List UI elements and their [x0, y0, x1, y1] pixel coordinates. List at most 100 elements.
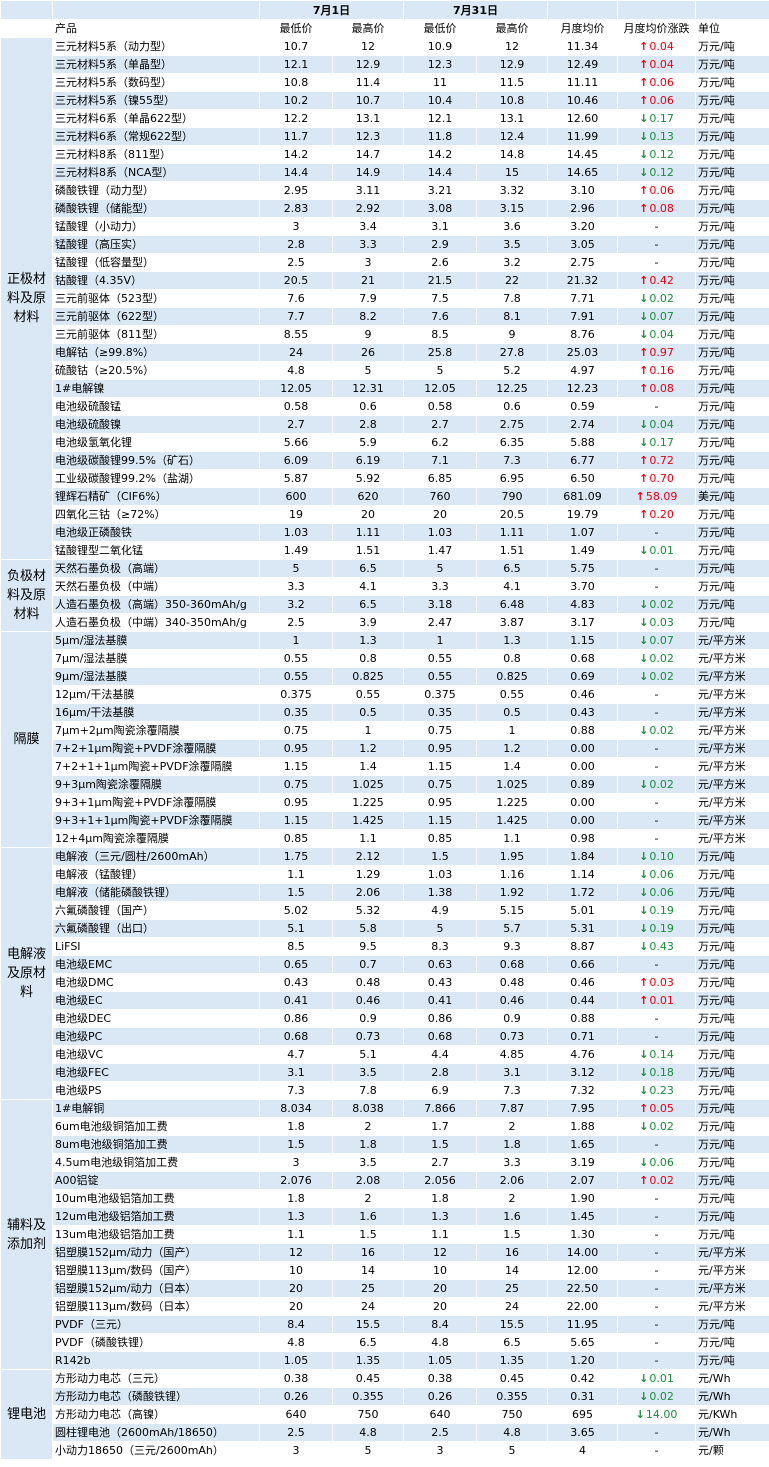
monthly-change: ↓0.17 [617, 433, 696, 452]
unit: 万元/吨 [695, 343, 769, 362]
change-value: 0.03 [649, 616, 674, 629]
arrow-down-icon: ↓ [639, 1372, 649, 1385]
max-price-1: 21 [332, 271, 404, 290]
change-value: - [654, 1264, 659, 1277]
max-price-1: 0.5 [332, 703, 404, 722]
min-price-1: 1 [259, 631, 333, 650]
min-price-2: 1.03 [403, 865, 477, 884]
change-value: 0.06 [649, 1156, 674, 1169]
arrow-down-icon: ↓ [639, 616, 649, 629]
arrow-up-icon: ↑ [639, 382, 649, 395]
max-price-2: 15.5 [476, 1315, 548, 1334]
monthly-avg: 12.00 [547, 1261, 618, 1280]
max-price-2: 3.32 [476, 181, 548, 200]
arrow-up-icon: ↑ [639, 454, 649, 467]
max-price-2: 1.5 [476, 1225, 548, 1244]
monthly-avg: 14.65 [547, 163, 618, 182]
unit: 元/平方米 [695, 649, 769, 668]
monthly-change: ↑0.01 [617, 991, 696, 1010]
table-row: 圆柱锂电池（2600mAh/18650） 2.5 4.8 2.5 4.8 3.65- 元/W… [1, 1423, 769, 1442]
arrow-down-icon: ↓ [639, 148, 649, 161]
category-cell: 电解液及原材料 [0, 847, 53, 1100]
min-price-2: 0.375 [403, 685, 477, 704]
min-price-1: 5.1 [259, 919, 333, 938]
max-price-2: 9 [476, 325, 548, 344]
table-row: 磷酸铁锂（储能型） 2.83 2.92 3.08 3.15 2.96 ↑0.08 万元/吨 [1, 199, 769, 218]
monthly-avg: 3.65 [547, 1423, 618, 1442]
arrow-down-icon: ↓ [639, 112, 649, 125]
monthly-avg: 1.45 [547, 1207, 618, 1226]
min-price-1: 1.5 [259, 883, 333, 902]
min-price-2: 1.3 [403, 1207, 477, 1226]
unit: 万元/吨 [695, 1009, 769, 1028]
table-row: PVDF（磷酸铁锂） 4.8 6.5 4.8 6.5 5.65- 万元/吨 [1, 1333, 769, 1352]
monthly-avg: 0.88 [547, 721, 618, 740]
monthly-change: ↑0.16 [617, 361, 696, 380]
unit: 万元/吨 [695, 505, 769, 524]
unit: 元/Wh [695, 1369, 769, 1388]
min-price-1: 2.5 [259, 1423, 333, 1442]
unit: 元/平方米 [695, 829, 769, 848]
min-price-2: 0.41 [403, 991, 477, 1010]
monthly-change: - [617, 397, 696, 416]
change-value: 0.06 [649, 886, 674, 899]
change-value: 0.06 [649, 868, 674, 881]
max-price-1: 5.1 [332, 1045, 404, 1064]
monthly-avg: 0.31 [547, 1387, 618, 1406]
min-price-2: 3.18 [403, 595, 477, 614]
arrow-down-icon: ↓ [639, 1390, 649, 1403]
monthly-change: ↑0.03 [617, 973, 696, 992]
min-price-2: 0.75 [403, 721, 477, 740]
unit: 万元/吨 [695, 325, 769, 344]
max-price-2: 12.25 [476, 379, 548, 398]
monthly-avg: 0.00 [547, 793, 618, 812]
unit: 元/平方米 [695, 1243, 769, 1262]
unit: 万元/吨 [695, 523, 769, 542]
max-price-2: 1.6 [476, 1207, 548, 1226]
min-price-1: 10.2 [259, 91, 333, 110]
monthly-avg: 21.32 [547, 271, 618, 290]
change-value: - [654, 526, 659, 539]
change-value: - [654, 814, 659, 827]
max-price-1: 3 [332, 253, 404, 272]
change-value: - [654, 220, 659, 233]
table-row: 电池级FEC 3.1 3.5 2.8 3.1 3.12 ↓0.18 万元/吨 [1, 1063, 769, 1082]
monthly-change: ↓0.01 [617, 1369, 696, 1388]
product-name: 7+2+1μm陶瓷+PVDF涂覆隔膜 [52, 739, 260, 758]
product-name: 锂辉石精矿（CIF6%） [52, 487, 260, 506]
min-price-2: 0.55 [403, 649, 477, 668]
product-name: 三元前驱体（811型） [52, 325, 260, 344]
monthly-change: ↓14.00 [617, 1405, 696, 1424]
unit: 万元/吨 [695, 397, 769, 416]
product-name: PVDF（三元） [52, 1315, 260, 1334]
table-row: 7+2+1+1μm陶瓷+PVDF涂覆隔膜 1.15 1.4 1.15 1.4 0.00- 元… [1, 757, 769, 776]
monthly-avg: 5.88 [547, 433, 618, 452]
min-price-1: 1.1 [259, 1225, 333, 1244]
max-price-1: 5.8 [332, 919, 404, 938]
change-value: 14.00 [645, 1408, 678, 1421]
category-cell: 负极材料及原材料 [0, 559, 53, 632]
max-price-1: 7.9 [332, 289, 404, 308]
min-price-1: 1.75 [259, 847, 333, 866]
monthly-change: ↓0.18 [617, 1063, 696, 1082]
change-value: 0.12 [649, 166, 674, 179]
max-price-2: 1.16 [476, 865, 548, 884]
min-price-2: 0.43 [403, 973, 477, 992]
max-price-1: 5.92 [332, 469, 404, 488]
monthly-avg: 11.99 [547, 127, 618, 146]
monthly-change: ↓0.02 [617, 721, 696, 740]
monthly-avg: 0.66 [547, 955, 618, 974]
min-price-2: 1.38 [403, 883, 477, 902]
header-corner-cell [617, 0, 696, 20]
min-price-2: 1.8 [403, 1189, 477, 1208]
monthly-change: - [617, 1225, 696, 1244]
min-price-2: 6.2 [403, 433, 477, 452]
product-name: 电池级碳酸锂99.5%（矿石） [52, 451, 260, 470]
change-value: - [654, 1426, 659, 1439]
table-row: 电池级EMC 0.65 0.7 0.63 0.68 0.66 - 万元/吨 [1, 955, 769, 974]
min-price-1: 5.02 [259, 901, 333, 920]
max-price-1: 25 [332, 1279, 404, 1298]
max-price-1: 12.3 [332, 127, 404, 146]
min-price-2: 7.866 [403, 1099, 477, 1118]
max-price-2: 25 [476, 1279, 548, 1298]
